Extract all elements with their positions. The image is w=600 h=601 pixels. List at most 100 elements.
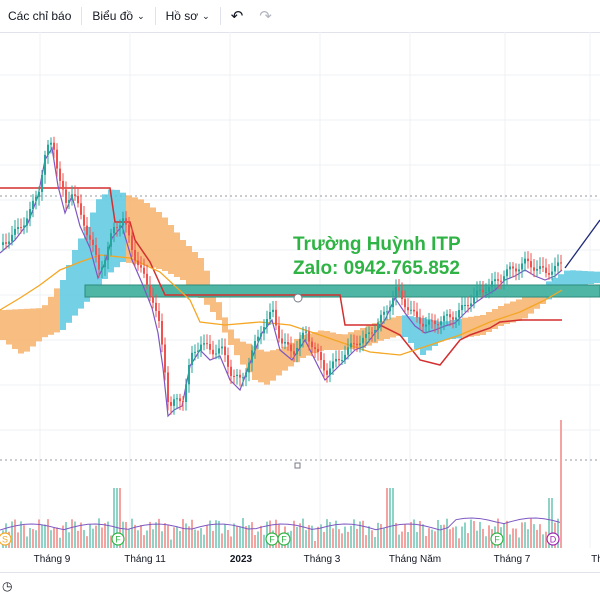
- candle-body: [17, 227, 19, 229]
- candle-body: [164, 344, 166, 373]
- volume-bar: [440, 524, 442, 548]
- volume-bar: [509, 534, 511, 548]
- candle-body: [290, 344, 292, 352]
- undo-icon[interactable]: ↶: [230, 8, 244, 25]
- volume-bar: [50, 530, 52, 548]
- volume-bar: [317, 526, 319, 548]
- redo-icon[interactable]: ↷: [259, 8, 272, 25]
- calendar-icon[interactable]: ◷: [2, 579, 13, 593]
- kumo-cloud-segment: [324, 331, 330, 350]
- volume-bar: [437, 519, 439, 548]
- kumo-cloud-segment: [30, 308, 36, 347]
- volume-bar: [386, 488, 388, 548]
- candle-body: [458, 310, 460, 318]
- volume-bar: [56, 527, 58, 548]
- candle-body: [167, 372, 169, 403]
- candle-body: [425, 324, 427, 327]
- kumo-cloud-segment: [186, 246, 192, 286]
- profile-menu-button[interactable]: Hồ sơ ⌄: [158, 4, 218, 28]
- candle-body: [11, 234, 13, 242]
- volume-bar: [89, 524, 91, 548]
- kumo-cloud-segment: [522, 296, 528, 319]
- volume-bar: [308, 525, 310, 548]
- volume-bar: [218, 520, 220, 548]
- candle-body: [182, 401, 184, 403]
- volume-bar: [533, 524, 535, 548]
- candle-body: [491, 281, 493, 288]
- volume-bar: [422, 524, 424, 548]
- volume-bar: [47, 519, 49, 548]
- kumo-cloud-segment: [264, 351, 270, 385]
- kumo-cloud-segment: [474, 315, 480, 336]
- event-marker: [546, 532, 560, 546]
- kumo-cloud-segment: [60, 280, 66, 330]
- chikou-line: [0, 254, 563, 356]
- candle-body: [353, 343, 355, 345]
- volume-bar: [38, 519, 40, 548]
- candle-body: [404, 299, 406, 308]
- charts-label: Biểu đồ: [92, 9, 134, 23]
- volume-bar: [293, 520, 295, 548]
- volume-bar: [173, 527, 175, 548]
- kumo-cloud-segment: [24, 308, 30, 352]
- tenkan-line: [0, 146, 563, 418]
- volume-bar: [536, 529, 538, 548]
- time-axis-label: Tháng 11: [124, 554, 166, 565]
- kumo-cloud-segment: [468, 316, 474, 337]
- chevron-down-icon: ⌄: [137, 10, 145, 21]
- kumo-cloud-segment: [156, 212, 162, 269]
- candle-body: [41, 174, 43, 192]
- candle-body: [473, 296, 475, 304]
- candle-body: [110, 233, 112, 247]
- volume-bar: [74, 521, 76, 548]
- volume-bar: [413, 519, 415, 548]
- candle-body: [218, 348, 220, 354]
- candle-body: [245, 372, 247, 378]
- volume-bar: [239, 526, 241, 548]
- kumo-cloud-segment: [570, 270, 576, 288]
- candle-body: [95, 244, 97, 255]
- candle-body: [323, 360, 325, 371]
- volume-bar: [32, 529, 34, 548]
- kumo-cloud-segment: [576, 270, 582, 287]
- candle-body: [251, 350, 253, 363]
- volume-bar: [212, 530, 214, 548]
- kumo-cloud-segment: [162, 217, 168, 271]
- volume-bar: [482, 528, 484, 548]
- candle-body: [485, 291, 487, 293]
- candle-body: [506, 269, 508, 277]
- volume-bar: [302, 518, 304, 548]
- candle-body: [398, 287, 400, 291]
- candle-body: [155, 302, 157, 311]
- volume-bar: [350, 525, 352, 548]
- volume-bar: [257, 531, 259, 548]
- chart-toolbar: Các chỉ báo Biểu đồ ⌄ Hồ sơ ⌄ ↶ ↷: [0, 0, 600, 33]
- volume-bar: [137, 530, 139, 548]
- candle-body: [548, 273, 550, 275]
- candle-body: [512, 266, 514, 269]
- volume-bar: [161, 531, 163, 548]
- volume-bar: [518, 537, 520, 548]
- volume-bar: [158, 518, 160, 548]
- kumo-cloud-segment: [414, 317, 420, 349]
- candle-body: [314, 347, 316, 349]
- volume-bar: [155, 522, 157, 548]
- candle-body: [464, 304, 466, 306]
- volume-bar: [377, 522, 379, 548]
- candle-body: [221, 346, 223, 349]
- candle-body: [104, 260, 106, 268]
- candle-body: [263, 327, 265, 334]
- candle-body: [335, 358, 337, 362]
- candle-body: [554, 265, 556, 272]
- candle-body: [62, 180, 64, 190]
- candle-body: [191, 352, 193, 366]
- volume-bar: [86, 536, 88, 548]
- candle-body: [80, 203, 82, 215]
- candle-body: [344, 354, 346, 360]
- charts-menu-button[interactable]: Biểu đồ ⌄: [84, 4, 152, 28]
- candle-body: [311, 341, 313, 348]
- indicators-button[interactable]: Các chỉ báo: [0, 4, 79, 28]
- volume-bar: [188, 526, 190, 548]
- candle-body: [272, 309, 274, 312]
